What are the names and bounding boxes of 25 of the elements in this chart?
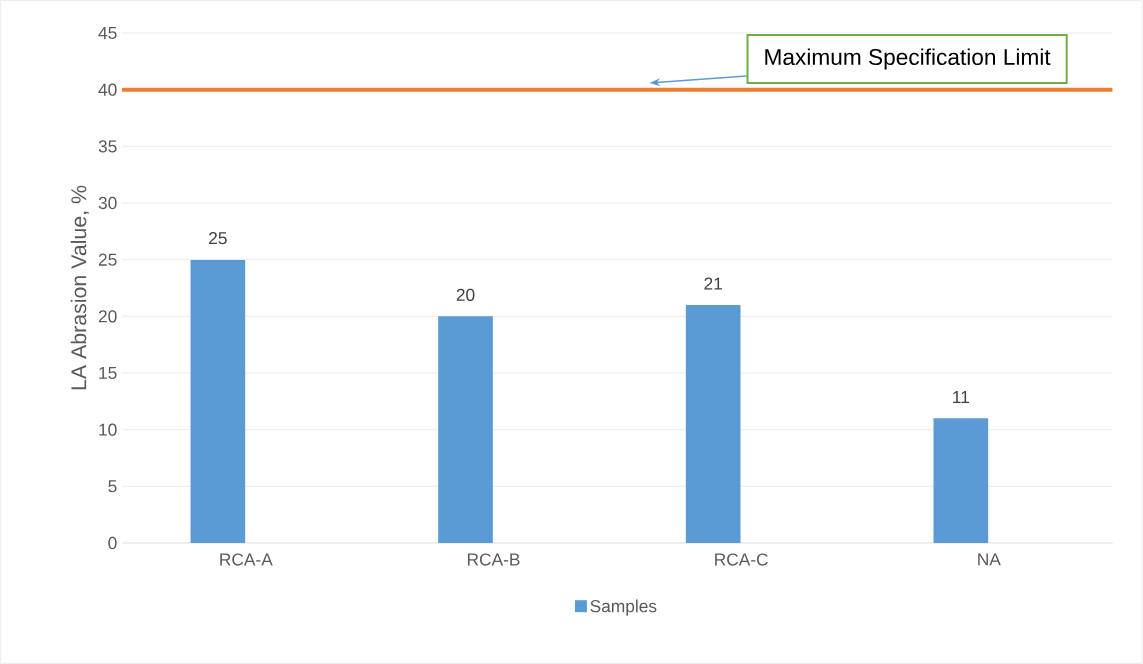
y-tick-label: 30 (98, 196, 117, 210)
y-tick-label: 5 (108, 480, 117, 493)
bar (190, 259, 246, 543)
y-tick-label: 45 (98, 26, 117, 40)
bar (438, 316, 493, 543)
ref-line-label: Maximum Specification Limit (765, 48, 1051, 70)
y-tick-label: 15 (99, 366, 117, 380)
legend-label: Samples (590, 599, 657, 616)
y-tick-label: 20 (98, 310, 117, 323)
x-tick-label: RCA-A (220, 553, 273, 566)
y-tick-label: 10 (99, 423, 117, 436)
y-axis-title: LA Abrasion Value, % (70, 185, 89, 390)
data-label: 21 (704, 277, 722, 290)
bar (933, 418, 989, 543)
y-tick-label: 35 (98, 140, 117, 153)
data-label: 25 (209, 232, 227, 245)
x-tick-label: RCA-B (467, 553, 520, 566)
y-tick-label: 25 (98, 253, 117, 266)
data-label: 20 (456, 288, 475, 301)
y-tick-label: 0 (108, 536, 117, 550)
x-tick-label: RCA-C (715, 553, 768, 566)
y-tick-label: 40 (98, 83, 117, 96)
data-label: 11 (953, 391, 969, 403)
x-tick-label: NA (978, 553, 1001, 566)
bar (685, 304, 741, 543)
